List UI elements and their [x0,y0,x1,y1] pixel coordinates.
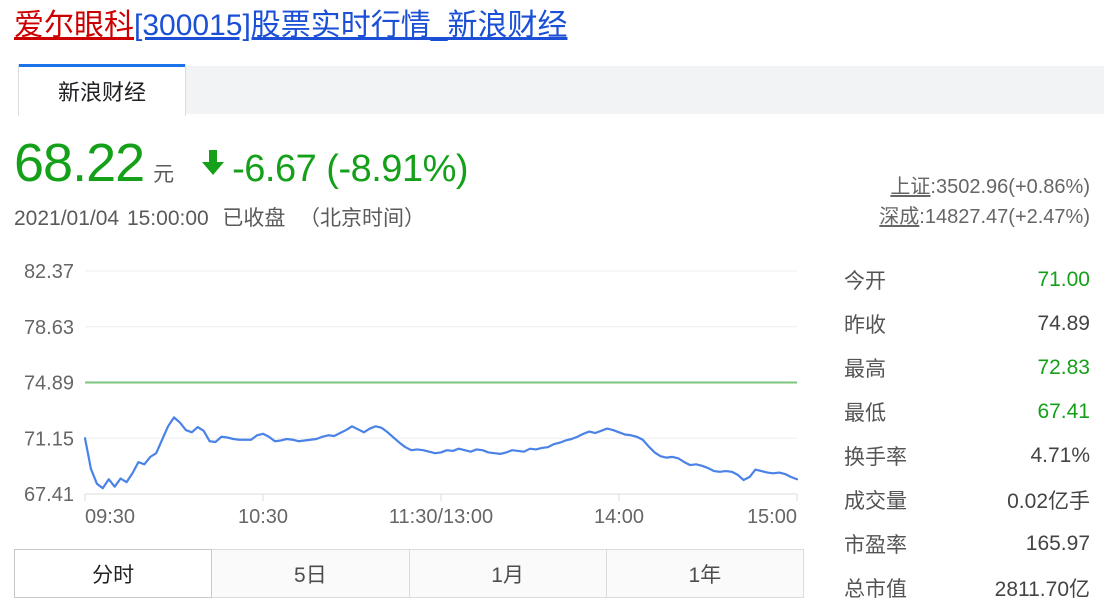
quote-timezone: （北京时间） [299,207,426,230]
tab-sina-finance[interactable]: 新浪财经 [18,64,186,116]
tabstrip-background [186,66,1104,114]
stat-label-low: 最低 [844,402,886,425]
stat-label-turnover: 换手率 [844,446,907,469]
chart-y-tick-label: 67.41 [24,484,74,506]
index-row-shanghai[interactable]: 上证:3502.96(+0.86%) [879,172,1090,202]
table-row: 成交量 0.02亿手 [840,478,1090,522]
chart-x-tick-label: 09:30 [85,506,135,528]
chart-y-axis-labels: 82.37 78.63 74.89 71.15 67.41 [24,261,74,506]
current-price: 68.22 [14,133,145,193]
page-title: 爱尔眼科[300015]股票实时行情_新浪财经 [14,6,567,46]
period-tab-fenshi[interactable]: 分时 [14,549,213,598]
chart-y-tick-label: 78.63 [24,317,74,339]
index-name-shanghai[interactable]: 上证 [890,176,931,198]
stat-value-pe: 165.97 [1025,532,1090,555]
market-status: 已收盘 [222,207,286,230]
stat-value-volume: 0.02亿手 [1007,490,1090,513]
page-title-company: 爱尔眼科 [14,9,134,42]
period-tab-1month[interactable]: 1月 [410,550,607,597]
chart-period-tabs[interactable]: 分时 5日 1月 1年 [14,549,804,598]
index-name-shenzhen[interactable]: 深成 [879,206,920,228]
stat-label-volume: 成交量 [844,490,907,513]
chart-y-tick-label: 71.15 [24,428,74,450]
stat-value-open: 71.00 [1037,268,1090,291]
arrow-down-icon [200,149,226,177]
quote-time: 15:00:00 [126,207,209,230]
price-line-series [83,416,799,490]
market-indices: 上证:3502.96(+0.86%) 深成:14827.47(+2.47%) [879,172,1090,232]
stat-value-prevclose: 74.89 [1037,312,1090,335]
quote-stats-table: 今开 71.00 昨收 74.89 最高 72.83 最低 67.41 换手率 … [840,258,1090,610]
stat-label-open: 今开 [844,270,886,293]
period-tab-1year[interactable]: 1年 [688,563,722,587]
stat-value-marketcap: 2811.70亿 [994,578,1090,601]
stat-value-high: 72.83 [1037,356,1090,379]
chart-x-axis-labels: 09:30 10:30 11:30/13:00 14:00 15:00 [85,506,797,528]
table-row: 最低 67.41 [840,390,1090,434]
table-row: 总市值 2811.70亿 [840,566,1090,610]
chart-x-tick-label: 15:00 [747,506,797,528]
stat-value-turnover: 4.71% [1030,444,1090,467]
quote-summary: 68.22 元 -6.67 (-8.91%) 2021/01/04 15:00:… [14,133,469,232]
chart-y-tick-label: 74.89 [24,373,74,395]
table-row: 换手率 4.71% [840,434,1090,478]
quote-timestamp-row: 2021/01/04 15:00:00 已收盘 （北京时间） [14,202,468,232]
index-separator: : [930,176,936,198]
chart-y-tick-label: 82.37 [24,261,74,283]
chart-x-tick-label: 14:00 [594,506,644,528]
table-row: 最高 72.83 [840,346,1090,390]
price-change: -6.67 (-8.91%) [232,148,469,190]
stat-label-pe: 市盈率 [844,534,907,557]
stat-label-marketcap: 总市值 [844,578,907,601]
index-value-shenzhen: 14827.47(+2.47%) [924,206,1090,228]
chart-x-tick-label: 11:30/13:00 [389,506,493,528]
tab-sina-finance-label: 新浪财经 [57,80,146,105]
table-row: 昨收 74.89 [840,302,1090,346]
stat-label-high: 最高 [844,358,886,381]
browser-tabstrip: 新浪财经 [0,64,1104,116]
table-row: 市盈率 165.97 [840,522,1090,566]
chart-x-tick-marks [84,494,798,501]
period-tab-5day[interactable]: 5日 [212,550,410,597]
table-row: 今开 71.00 [840,258,1090,302]
index-row-shenzhen[interactable]: 深成:14827.47(+2.47%) [879,202,1090,232]
quote-date: 2021/01/04 [14,207,120,230]
intraday-chart[interactable]: 82.37 78.63 74.89 71.15 67.41 09:30 10:30 11:3… [0,252,818,537]
stat-value-low: 67.41 [1037,400,1090,423]
chart-x-tick-label: 10:30 [238,506,288,528]
stat-label-prevclose: 昨收 [844,314,886,337]
index-separator: : [919,206,925,228]
index-value-shanghai: 3502.96(+0.86%) [935,176,1090,198]
page-title-rest: [300015]股票实时行情_新浪财经 [134,9,568,42]
price-unit-label: 元 [153,163,175,186]
quote-price-row: 68.22 元 -6.67 (-8.91%) [14,133,469,196]
